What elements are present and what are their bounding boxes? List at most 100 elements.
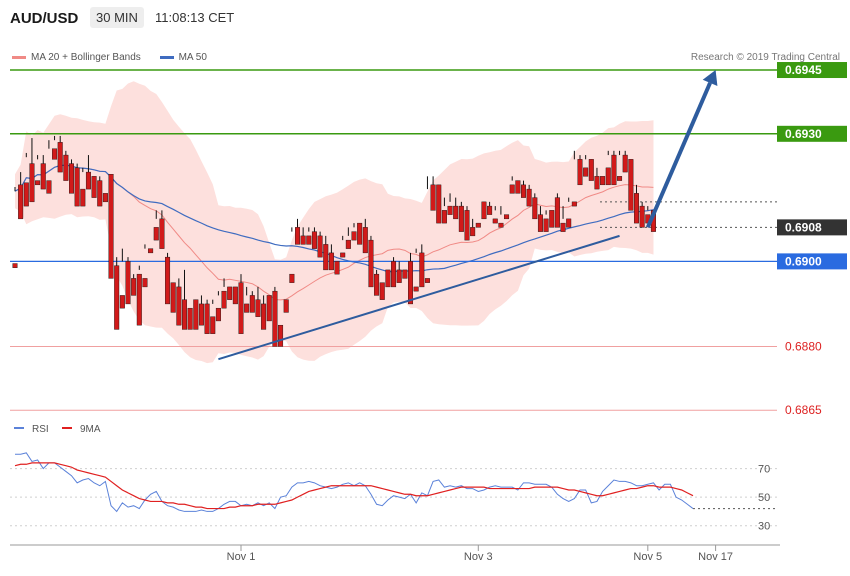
candle-64 (374, 273, 380, 296)
candle-88 (509, 184, 515, 194)
candle-57 (334, 261, 340, 275)
candle-2 (23, 182, 29, 207)
ma50-line (14, 164, 654, 273)
candle-75 (436, 184, 442, 224)
candle-107 (617, 176, 623, 181)
candle-31 (187, 307, 193, 330)
candle-66 (385, 269, 391, 288)
candle-82 (475, 222, 481, 228)
forecast-arrow-head (702, 70, 718, 87)
rsi-tick-30: 30 (758, 521, 770, 533)
candle-99 (571, 201, 577, 207)
candle-65 (379, 282, 385, 300)
candle-62 (362, 227, 368, 254)
candle-76 (441, 210, 447, 224)
candle-85 (492, 218, 498, 224)
candle-108 (622, 154, 628, 173)
rsi-legend-label: RSI (32, 424, 49, 435)
candle-19 (119, 295, 125, 309)
candle-90 (521, 184, 527, 198)
candle-86 (498, 222, 504, 228)
chart-legend: MA 20 + Bollinger Bands MA 50 (12, 52, 223, 63)
candle-101 (583, 167, 589, 177)
candle-14 (91, 176, 97, 198)
candle-45 (266, 295, 272, 322)
candle-111 (639, 205, 645, 228)
candle-109 (628, 159, 634, 211)
candle-98 (566, 218, 572, 228)
candle-93 (537, 214, 543, 232)
rsi-ma-line (14, 462, 694, 510)
candle-53 (311, 231, 317, 249)
chart-header: AUD/USD 30 MIN 11:08:13 CET (0, 0, 850, 38)
level-tag-0.6945 (777, 62, 847, 79)
candle-48 (283, 299, 289, 313)
candle-68 (396, 269, 402, 283)
x-tick-label-1: Nov 3 (464, 551, 493, 563)
candle-30 (181, 299, 187, 330)
candle-12 (80, 188, 86, 207)
candle-5 (40, 163, 46, 190)
candle-73 (424, 278, 430, 283)
bollinger-legend-label: MA 20 + Bollinger Bands (31, 52, 141, 63)
candle-102 (588, 159, 594, 181)
candle-17 (108, 174, 114, 279)
candle-0 (12, 263, 18, 268)
candle-1 (18, 184, 24, 220)
candle-95 (549, 210, 555, 228)
level-label-0.6865: 0.6865 (785, 403, 822, 417)
candle-78 (453, 205, 459, 220)
candle-105 (605, 167, 611, 186)
candle-49 (289, 273, 295, 283)
candle-25 (153, 227, 159, 241)
x-tick-label-2: Nov 5 (633, 551, 662, 563)
candle-106 (611, 154, 617, 186)
candle-21 (131, 278, 137, 296)
candle-15 (97, 180, 103, 207)
candle-50 (295, 227, 301, 245)
candle-35 (210, 316, 216, 334)
candle-79 (458, 205, 464, 232)
forecast-arrow-shaft (645, 82, 712, 229)
candle-7 (52, 148, 58, 160)
candle-33 (198, 303, 204, 326)
candle-84 (487, 205, 493, 215)
candle-103 (594, 176, 600, 190)
level-label-0.6880: 0.6880 (785, 339, 822, 353)
symbol-label: AUD/USD (10, 10, 79, 27)
candle-46 (272, 290, 278, 347)
candle-3 (29, 163, 35, 203)
candle-9 (63, 154, 69, 181)
candle-32 (193, 299, 199, 330)
candle-20 (125, 261, 131, 305)
timeframe-selector[interactable]: 30 MIN (90, 7, 144, 28)
x-tick-label-3: Nov 17 (698, 551, 733, 563)
level-label-0.6930: 0.6930 (785, 127, 822, 141)
candle-89 (515, 180, 521, 194)
candle-110 (634, 193, 640, 224)
candle-67 (391, 261, 397, 288)
candle-18 (114, 265, 120, 330)
ma50-legend-swatch (159, 55, 174, 59)
candle-69 (402, 269, 408, 279)
candle-41 (244, 303, 250, 313)
candle-83 (481, 201, 487, 220)
candle-28 (170, 282, 176, 313)
candle-100 (577, 159, 583, 186)
candle-77 (447, 205, 453, 215)
candle-22 (136, 273, 142, 326)
level-label-0.6900: 0.6900 (785, 254, 822, 268)
candle-55 (323, 244, 329, 271)
level-label-0.6908: 0.6908 (785, 220, 822, 234)
candle-97 (560, 222, 566, 232)
candle-4 (35, 180, 41, 186)
candle-70 (408, 261, 414, 305)
candle-52 (306, 235, 312, 245)
candle-39 (232, 286, 238, 305)
candle-56 (328, 252, 334, 271)
candle-92 (532, 197, 538, 220)
support-trendline (218, 234, 620, 361)
level-tag-0.6930 (777, 125, 847, 142)
candle-47 (278, 324, 284, 347)
candle-51 (300, 235, 306, 245)
